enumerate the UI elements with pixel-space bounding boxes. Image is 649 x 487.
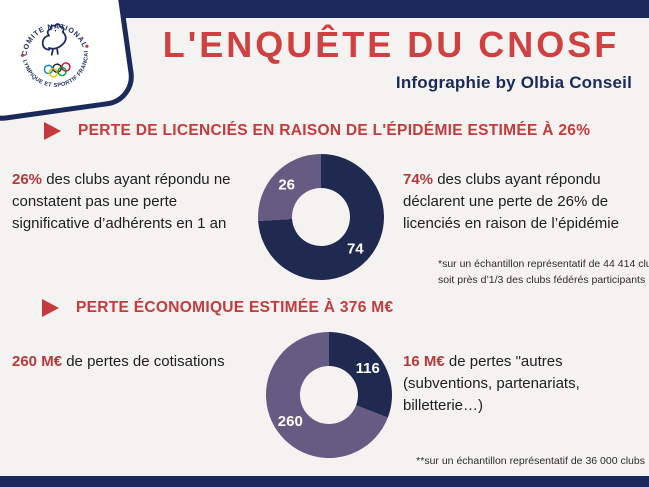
section1-left-stat: 26%	[12, 171, 43, 188]
section1-right-paragraph: 74% des clubs ayant répondu déclarent un…	[403, 169, 640, 235]
donut-slice-label: 26	[278, 176, 295, 193]
section1-footnote-line2: soit près d’1/3 des clubs fédérés partic…	[438, 274, 646, 286]
donut-slice	[258, 154, 384, 280]
section1-heading-label: PERTE DE LICENCIÉS EN RAISON DE L'ÉPIDÉM…	[78, 122, 591, 139]
donut-slice	[329, 332, 392, 418]
donut-slice-label: 260	[278, 413, 303, 430]
section2-footnote: **sur un échantillon représentatif de 36…	[416, 455, 645, 467]
section2-left-stat: 260 M€	[12, 353, 63, 370]
bottom-border-bar	[0, 476, 649, 487]
section2-left-paragraph: 260 M€ de pertes de cotisations	[12, 351, 312, 373]
logo-dot-left	[20, 53, 25, 57]
section2-right-text: de pertes "autres (subventions, partenar…	[403, 353, 580, 414]
section1-right-text: des clubs ayant répondu déclarent une pe…	[403, 171, 619, 232]
page-title: L'ENQUÊTE DU CNOSF	[162, 24, 620, 65]
header: L'ENQUÊTE DU CNOSF Infographie by Olbia …	[150, 24, 632, 93]
section2-heading-label: PERTE ÉCONOMIQUE ESTIMÉE À 376 M€	[76, 299, 394, 316]
page-subtitle: Infographie by Olbia Conseil	[395, 73, 632, 92]
section2-left-text: de pertes de cotisations	[62, 353, 225, 370]
donut-slice	[266, 332, 388, 458]
olympic-rings-icon	[43, 62, 71, 78]
logo-text-bottom: OLYMPIQUE ET SPORTIF FRANCAIS	[6, 6, 94, 95]
section1-footnote: *sur un échantillon représentatif de 44 …	[438, 256, 649, 288]
section1-heading: PERTE DE LICENCIÉS EN RAISON DE L'ÉPIDÉM…	[44, 122, 590, 140]
section1-left-paragraph: 26% des clubs ayant répondu ne constaten…	[12, 169, 254, 235]
triangle-bullet-icon	[42, 299, 59, 317]
donut-slice	[258, 154, 321, 221]
top-border-bar	[0, 0, 649, 18]
section1-left-text: des clubs ayant répondu ne constatent pa…	[12, 171, 231, 232]
triangle-bullet-icon	[44, 122, 61, 140]
donut-slice-label: 74	[347, 241, 364, 258]
donut-slice-label: 116	[356, 360, 380, 377]
section1-footnote-line1: *sur un échantillon représentatif de 44 …	[438, 258, 649, 270]
rooster-icon	[41, 23, 67, 56]
cnosf-logo: COMITE NATIONAL OLYMPIQUE ET SPORTIF FRA…	[0, 0, 138, 125]
section2-heading: PERTE ÉCONOMIQUE ESTIMÉE À 376 M€	[42, 299, 393, 317]
logo-dot-right	[85, 44, 89, 48]
section1-right-stat: 74%	[403, 171, 434, 188]
cnosf-logo-emblem: COMITE NATIONAL OLYMPIQUE ET SPORTIF FRA…	[6, 6, 94, 95]
section2-right-stat: 16 M€	[403, 353, 445, 370]
donut-chart-licencies: 74 26	[258, 154, 384, 280]
section2-right-paragraph: 16 M€ de pertes "autres (subventions, pa…	[403, 351, 647, 417]
donut-chart-economique: 116 260	[266, 332, 392, 458]
